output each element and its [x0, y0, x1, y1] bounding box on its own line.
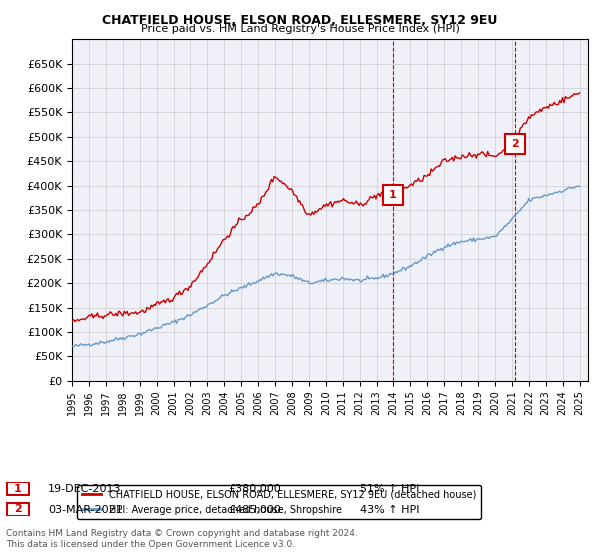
Text: £380,000: £380,000: [228, 484, 281, 494]
Text: 2: 2: [511, 139, 518, 149]
Text: £485,000: £485,000: [228, 505, 281, 515]
Text: 03-MAR-2021: 03-MAR-2021: [48, 505, 123, 515]
Legend: CHATFIELD HOUSE, ELSON ROAD, ELLESMERE, SY12 9EU (detached house), HPI: Average : CHATFIELD HOUSE, ELSON ROAD, ELLESMERE, …: [77, 485, 481, 520]
Text: Price paid vs. HM Land Registry's House Price Index (HPI): Price paid vs. HM Land Registry's House …: [140, 24, 460, 34]
Text: 1: 1: [389, 190, 397, 200]
FancyBboxPatch shape: [7, 503, 29, 516]
Text: Contains HM Land Registry data © Crown copyright and database right 2024.
This d: Contains HM Land Registry data © Crown c…: [6, 529, 358, 549]
Text: 43% ↑ HPI: 43% ↑ HPI: [360, 505, 419, 515]
Text: 1: 1: [14, 484, 22, 493]
Text: CHATFIELD HOUSE, ELSON ROAD, ELLESMERE, SY12 9EU: CHATFIELD HOUSE, ELSON ROAD, ELLESMERE, …: [103, 14, 497, 27]
Text: 19-DEC-2013: 19-DEC-2013: [48, 484, 121, 494]
Text: 51% ↑ HPI: 51% ↑ HPI: [360, 484, 419, 494]
Text: 2: 2: [14, 505, 22, 514]
FancyBboxPatch shape: [7, 482, 29, 495]
